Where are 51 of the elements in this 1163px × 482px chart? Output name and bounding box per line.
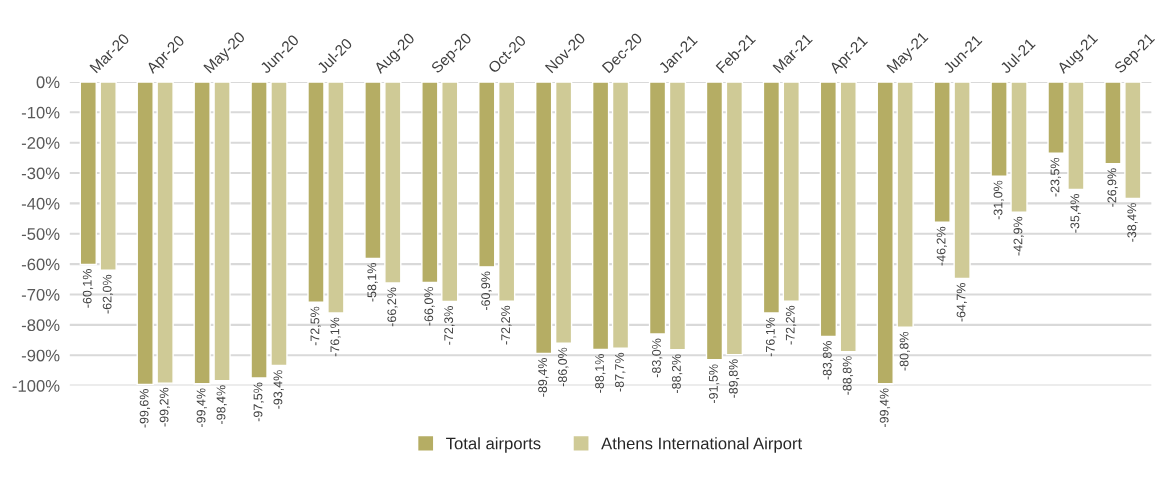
data-label: -88,2% [671,354,683,393]
data-label: -72,3% [444,306,455,345]
y-tick-label: -80% [21,319,60,332]
data-label: -99,6% [139,388,151,428]
data-label: -58,1% [367,262,378,302]
y-tick-label: -30% [21,167,60,180]
data-label: -86,0% [558,347,569,387]
data-label: -80,8% [899,331,910,371]
data-label: -98,4% [216,385,227,424]
data-label: -60,1% [82,269,94,308]
y-tick-label: 0% [36,76,60,89]
data-label: -76,1% [330,317,341,357]
data-label: -91,5% [708,364,720,403]
data-label: -62,0% [102,274,114,314]
y-tick-label: -40% [21,197,60,210]
data-label: -88,8% [842,356,854,395]
y-tick-label: -70% [21,288,60,301]
data-label: -89,8% [728,359,740,398]
y-tick-label: -50% [21,228,60,240]
legend-label: Athens International Airport [601,437,803,453]
data-label: -66,0% [424,286,435,326]
data-label: -72,2% [501,305,512,345]
data-label: -64,7% [956,283,967,322]
data-label: -87,7% [615,352,626,392]
data-label: -46,2% [936,226,947,266]
data-label: -42,9% [1013,216,1024,256]
data-label: -66,2% [387,287,398,327]
y-tick-label: -90% [21,349,60,362]
data-label: -60,9% [481,271,492,311]
y-tick-label: -20% [21,137,60,149]
data-label: -97,5% [253,382,264,422]
data-label: -76,1% [765,317,777,357]
data-label: -83,8% [822,341,834,380]
data-label: -26,9% [1107,168,1118,207]
y-tick-label: -60% [21,258,60,271]
data-label: -35,4% [1070,194,1081,233]
data-label: -72,5% [310,306,321,346]
y-tick-label: -100% [12,380,60,392]
data-label: -99,4% [196,388,207,427]
data-label: -99,2% [159,387,170,427]
data-label: -23,5% [1050,157,1061,197]
data-label: -99,4% [879,388,891,427]
y-tick-label: -10% [21,106,60,119]
data-label: -89,4% [538,358,549,397]
data-label: -83,0% [652,338,663,378]
data-label: -93,4% [273,370,284,409]
legend-label: Total airports [446,437,541,453]
data-label: -72,2% [785,305,797,345]
data-label: -88,1% [595,354,606,393]
data-label: -31,0% [993,180,1004,220]
data-label: -38,4% [1127,203,1138,242]
